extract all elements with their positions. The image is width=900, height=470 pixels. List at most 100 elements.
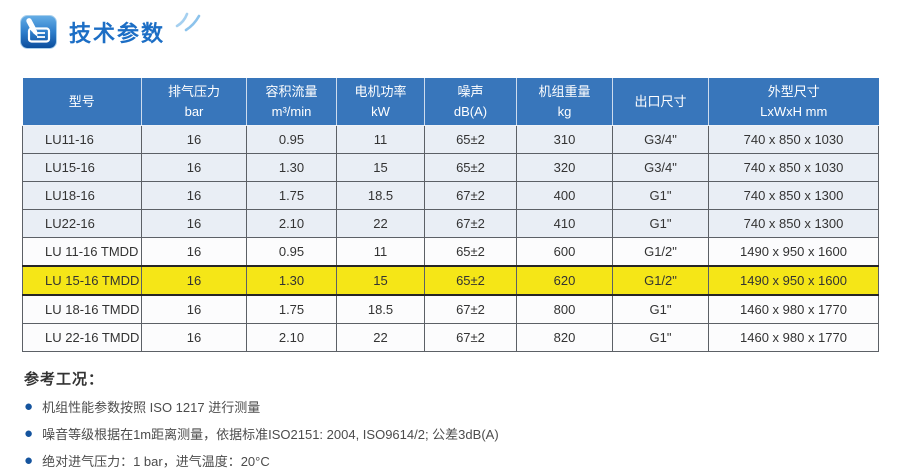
spec-cell: 11 — [336, 125, 425, 154]
note-item: ● 噪音等级根据在1m距离测量，依据标准ISO2151: 2004, ISO961… — [24, 424, 900, 443]
table-row: LU 18-16 TMDD 16 1.75 18.5 67±2 800 G1" … — [22, 294, 879, 324]
spec-cell: 740 x 850 x 1300 — [708, 181, 879, 210]
column-header-unit: kg — [557, 103, 572, 119]
bullet-icon: ● — [24, 425, 34, 442]
model-cell: LU 18-16 TMDD — [22, 294, 142, 324]
spec-cell: 1490 x 950 x 1600 — [708, 237, 879, 267]
table-row: LU22-16 16 2.10 22 67±2 410 G1" 740 x 85… — [22, 209, 879, 238]
table-row: LU18-16 16 1.75 18.5 67±2 400 G1" 740 x … — [22, 181, 879, 210]
spec-cell: 65±2 — [424, 265, 517, 296]
spec-cell: 16 — [141, 323, 247, 352]
model-cell: LU18-16 — [22, 181, 142, 210]
note-text: 噪音等级根据在1m距离测量，依据标准ISO2151: 2004, ISO9614… — [42, 427, 499, 442]
table-row: LU 11-16 TMDD 16 0.95 11 65±2 600 G1/2" … — [22, 237, 879, 267]
spec-cell: G1" — [612, 294, 709, 324]
bullet-icon: ● — [24, 398, 34, 415]
spec-cell: G1/2" — [612, 265, 709, 296]
spec-cell: 740 x 850 x 1300 — [708, 209, 879, 238]
notes-heading: 参考工况： — [24, 371, 105, 388]
column-header-noise: 噪声 dB(A) — [424, 78, 517, 126]
model-cell: LU22-16 — [22, 209, 142, 238]
spec-cell: 16 — [141, 209, 247, 238]
column-header-unit: kW — [371, 103, 390, 119]
spec-cell: 16 — [141, 294, 247, 324]
spec-cell: 2.10 — [246, 323, 337, 352]
spec-cell: 1460 x 980 x 1770 — [708, 294, 879, 324]
column-header-model: 型号 — [22, 78, 142, 126]
column-header-outlet-size: 出口尺寸 — [612, 78, 709, 126]
model-cell: LU15-16 — [22, 153, 142, 182]
spec-cell: 67±2 — [424, 294, 517, 324]
spec-cell: G1" — [612, 181, 709, 210]
spec-cell: 1.75 — [246, 294, 337, 324]
spec-cell: 65±2 — [424, 153, 517, 182]
spec-cell: 67±2 — [424, 209, 517, 238]
spec-cell: 2.10 — [246, 209, 337, 238]
spec-cell: 1.30 — [246, 153, 337, 182]
spec-cell: 1490 x 950 x 1600 — [708, 265, 879, 296]
model-cell: LU 15-16 TMDD — [22, 265, 142, 296]
table-header-row: 型号 排气压力 bar 容积流量 m³/min 电机功率 kW 噪声 dB(A) 机组重… — [22, 78, 879, 126]
spec-cell: G3/4" — [612, 153, 709, 182]
spec-cell: 800 — [516, 294, 613, 324]
spec-cell: G1" — [612, 323, 709, 352]
column-header-label: 出口尺寸 — [634, 93, 687, 109]
column-header-unit: LxWxH mm — [760, 103, 828, 119]
note-item: ● 机组性能参数按照 ISO 1217 进行测量 — [24, 397, 900, 416]
spec-cell: 67±2 — [424, 323, 517, 352]
spec-cell: 0.95 — [246, 125, 337, 154]
note-item: ● 绝对进气压力：1 bar，进气温度：20°C — [24, 451, 900, 470]
spec-table: 型号 排气压力 bar 容积流量 m³/min 电机功率 kW 噪声 dB(A) 机组重… — [22, 78, 879, 352]
column-header-unit: dB(A) — [453, 103, 488, 119]
column-header-unit-weight: 机组重量 kg — [516, 78, 613, 126]
table-row: LU15-16 16 1.30 15 65±2 320 G3/4" 740 x … — [22, 153, 879, 182]
spec-cell: 320 — [516, 153, 613, 182]
spec-cell: G1" — [612, 209, 709, 238]
pen-document-icon — [20, 15, 57, 49]
table-row: LU11-16 16 0.95 11 65±2 310 G3/4" 740 x … — [22, 125, 879, 154]
spec-cell: 1.75 — [246, 181, 337, 210]
spec-cell: 65±2 — [424, 237, 517, 267]
spec-cell: 620 — [516, 265, 613, 296]
column-header-unit: m³/min — [271, 103, 312, 119]
spec-cell: 18.5 — [336, 294, 425, 324]
column-header-label: 型号 — [68, 93, 95, 109]
spec-cell: 16 — [141, 237, 247, 267]
table-row: LU 22-16 TMDD 16 2.10 22 67±2 820 G1" 14… — [22, 323, 879, 352]
spec-cell: 22 — [336, 323, 425, 352]
section-header: 技术参数 — [0, 0, 900, 54]
spec-cell: 16 — [141, 181, 247, 210]
swoosh-icon — [175, 12, 201, 32]
column-header-discharge-pressure: 排气压力 bar — [141, 78, 247, 126]
column-header-label: 电机功率 — [354, 84, 407, 99]
spec-cell: 1.30 — [246, 265, 337, 296]
bullet-icon: ● — [24, 452, 34, 469]
column-header-label: 机组重量 — [538, 84, 591, 99]
spec-cell: 740 x 850 x 1030 — [708, 153, 879, 182]
spec-cell: 65±2 — [424, 125, 517, 154]
column-header-label: 噪声 — [457, 84, 484, 99]
model-cell: LU 22-16 TMDD — [22, 323, 142, 352]
note-text: 绝对进气压力：1 bar，进气温度：20°C — [42, 454, 270, 469]
spec-cell: 18.5 — [336, 181, 425, 210]
spec-cell: 820 — [516, 323, 613, 352]
table-body: LU11-16 16 0.95 11 65±2 310 G3/4" 740 x … — [22, 125, 879, 352]
spec-cell: 600 — [516, 237, 613, 267]
spec-cell: 740 x 850 x 1030 — [708, 125, 879, 154]
spec-cell: 16 — [141, 125, 247, 154]
spec-cell: 22 — [336, 209, 425, 238]
page-title: 技术参数 — [69, 21, 166, 46]
spec-cell: 310 — [516, 125, 613, 154]
spec-cell: 400 — [516, 181, 613, 210]
reference-conditions: 参考工况： ● 机组性能参数按照 ISO 1217 进行测量 ● 噪音等级根据在1m… — [24, 368, 900, 470]
spec-cell: 67±2 — [424, 181, 517, 210]
model-cell: LU 11-16 TMDD — [22, 237, 142, 267]
spec-cell: 15 — [336, 153, 425, 182]
spec-cell: 16 — [141, 265, 247, 296]
spec-cell: G3/4" — [612, 125, 709, 154]
column-header-motor-power: 电机功率 kW — [336, 78, 425, 126]
column-header-volume-flow: 容积流量 m³/min — [246, 78, 337, 126]
column-header-label: 容积流量 — [265, 84, 318, 99]
column-header-label: 排气压力 — [167, 84, 220, 99]
column-header-label: 外型尺寸 — [767, 84, 820, 99]
